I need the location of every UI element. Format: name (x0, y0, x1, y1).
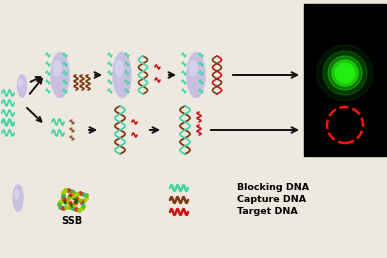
Circle shape (328, 56, 362, 90)
Text: Target DNA: Target DNA (237, 207, 298, 216)
Ellipse shape (14, 190, 19, 199)
Ellipse shape (187, 52, 205, 98)
Circle shape (335, 63, 355, 83)
Ellipse shape (51, 52, 69, 98)
Ellipse shape (17, 75, 26, 97)
Ellipse shape (190, 60, 197, 76)
Circle shape (323, 51, 367, 95)
Ellipse shape (113, 52, 131, 98)
Ellipse shape (19, 79, 22, 86)
Ellipse shape (13, 185, 23, 211)
Text: SSB: SSB (62, 216, 83, 226)
Ellipse shape (54, 60, 61, 76)
Circle shape (332, 60, 358, 86)
Circle shape (337, 65, 353, 81)
Text: Blocking DNA: Blocking DNA (237, 183, 309, 192)
Text: Capture DNA: Capture DNA (237, 196, 306, 205)
Bar (304, 4, 386, 156)
Circle shape (317, 45, 373, 101)
Ellipse shape (116, 60, 123, 76)
